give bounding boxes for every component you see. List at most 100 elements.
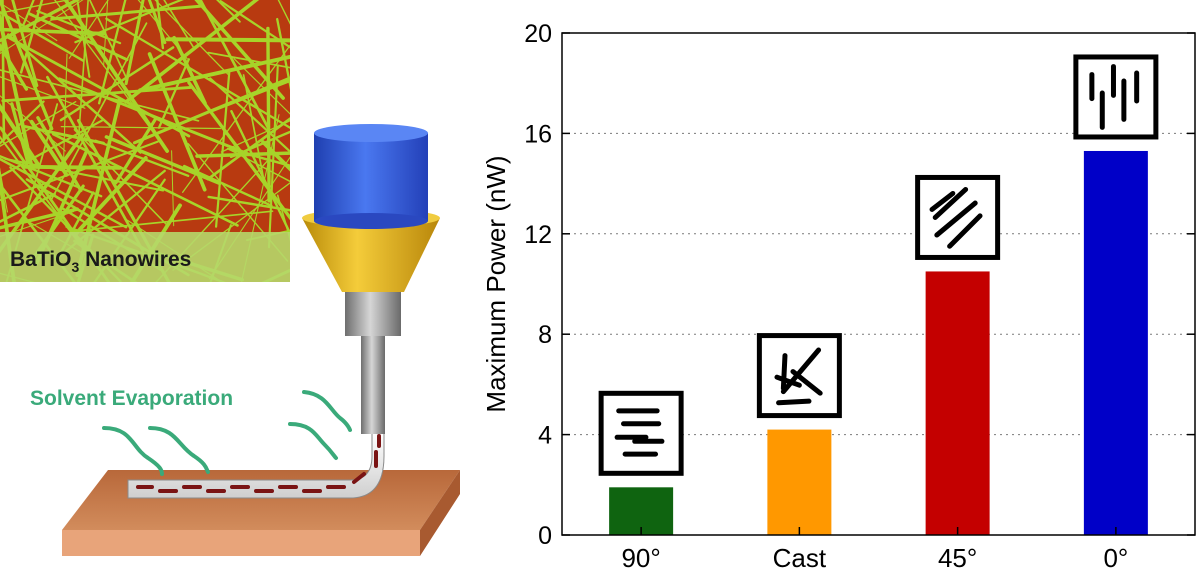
nanowire [226,147,290,183]
x-axis-ticks: 90° Cast 45° 0° [621,527,1128,572]
print-nozzle [302,124,440,434]
inset-nanowire [780,347,822,395]
y-tick-label: 4 [538,422,552,450]
nanowire [207,51,290,69]
nanowire [0,103,41,168]
plot-frame [561,32,1196,536]
nanowire [28,12,129,62]
needle-hub [345,290,401,336]
nanowire [154,0,229,75]
y-tick-label: 16 [524,120,552,148]
nanowire [88,0,129,81]
nanowire [207,195,290,212]
nanowire [172,35,207,105]
y-axis-label: Maximum Power (nW) [481,155,511,412]
inset-nanowire [947,213,983,249]
nanowire [182,44,290,193]
nanowire [46,75,145,253]
nanowire [73,128,167,225]
nanowire [11,0,39,88]
syringe-cap [314,133,428,221]
nanowire [4,157,165,192]
x-tick-label: Cast [773,543,827,572]
inset-nanowire [774,374,802,388]
nanowire [138,54,290,93]
nanowire [0,154,103,198]
nanowire [187,80,290,221]
nanowire [68,0,109,59]
nanowire [94,139,190,177]
nanowire [1,0,6,141]
wire-orientation-insets [598,54,1159,476]
nanowire [277,0,290,25]
nanowire [105,17,290,130]
nanowire [0,10,85,62]
nanowire [22,0,35,26]
nanowire [60,125,222,130]
y-axis-ticks: 0 4 8 12 16 20 [524,20,1195,550]
nanowire [171,150,175,227]
funnel [302,218,440,292]
fiber-nanowires [136,434,381,493]
nanowire [23,125,105,145]
nanowire [59,46,175,122]
nanowire [114,117,158,185]
horizontal-wires-inset [598,390,684,476]
nanowire [50,22,148,200]
nanowire [1,85,194,103]
nanowire [74,156,148,236]
nanowire [267,64,279,249]
nanowire [51,132,239,227]
nanowire [229,130,290,159]
nanowire [261,140,290,172]
nanowire [215,68,231,228]
x-tick-label: 45° [938,543,977,572]
random-wires-inset [756,333,842,419]
nanowire [6,33,142,154]
nanowire [77,0,89,139]
diagonal-wires-inset [915,174,1001,260]
nanowire [124,0,260,104]
bar-chart: 0 4 8 12 16 20 90° Cast 45° 0° Maximum Power (nW… [481,20,1196,572]
inset-nanowire [929,190,956,212]
nanowire [165,37,290,43]
nanowire [219,0,290,49]
bars [609,150,1148,535]
nanowire [0,207,80,230]
nanowire [76,0,91,78]
evaporation-wisps [102,390,352,476]
nanowire [156,0,165,50]
nanowire [69,210,274,233]
nanowire [194,0,285,100]
nanowire [0,0,81,43]
bar [767,429,832,535]
nanowire [36,10,122,45]
nanowire [21,164,122,170]
nanowire [206,117,290,181]
nanowire [132,76,290,145]
nanowire [5,35,191,138]
bar [925,271,990,535]
y-tick-label: 12 [524,221,552,249]
nanowire [157,58,190,129]
needle [361,330,385,434]
inset-nanowire [776,398,812,406]
nanowire [266,26,271,203]
nanowire [0,100,45,145]
x-tick-label: 0° [1103,543,1128,572]
nanowire [104,135,222,186]
inset-nanowire [934,200,978,238]
inset-nanowire [790,369,823,396]
inset-nanowire [932,186,969,220]
bar [1083,150,1148,535]
nanowire [97,0,127,105]
inset-nanowire [780,353,788,391]
y-tick-label: 0 [538,522,552,550]
micrograph-label-band: BaTiO3 Nanowires [0,232,290,282]
process-label: Solvent Evaporation [30,387,233,410]
nanowire [124,0,145,86]
y-tick-label: 20 [524,20,552,48]
vertical-wires-inset [1073,54,1159,140]
nanowire [0,76,86,109]
